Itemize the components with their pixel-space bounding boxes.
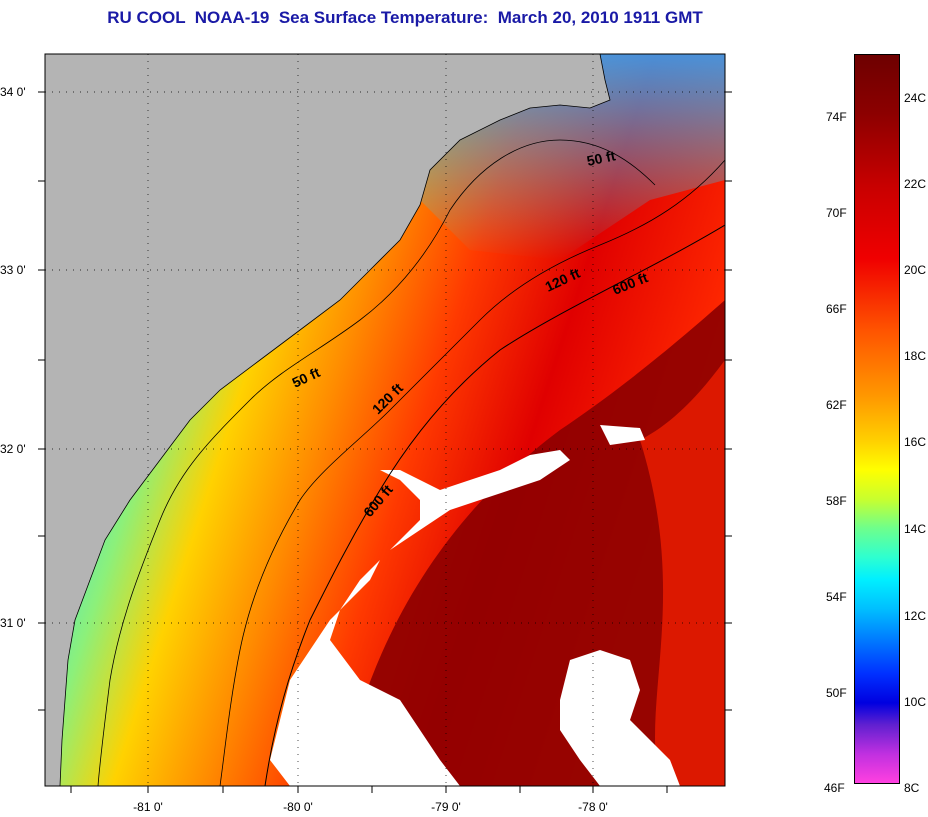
gulf-stream-east bbox=[640, 360, 725, 786]
cloud-patch-east bbox=[560, 650, 680, 786]
frame-ticks bbox=[38, 91, 732, 793]
colorbar-c-20: 20C bbox=[904, 263, 927, 277]
land-mass bbox=[45, 54, 611, 786]
isobath-600ft bbox=[264, 224, 725, 786]
cloud-patch-south bbox=[270, 450, 570, 786]
lon-label-78: -78 0' bbox=[578, 800, 608, 814]
colorbar-c-12: 12C bbox=[904, 609, 927, 623]
lat-label-33: 33 0' bbox=[0, 263, 26, 277]
isobath-50ft bbox=[97, 139, 656, 786]
colorbar-c-24: 24C bbox=[904, 91, 927, 105]
colorbar-f-46: 46F bbox=[824, 781, 845, 795]
colorbar-c-14: 14C bbox=[904, 522, 927, 536]
map-frame bbox=[44, 53, 726, 787]
colorbar-f-62: 62F bbox=[826, 398, 847, 412]
colorbar-c-10: 10C bbox=[904, 695, 927, 709]
colorbar-f-66: 66F bbox=[826, 302, 847, 316]
temperature-colorbar bbox=[854, 54, 900, 784]
lat-label-32: 32 0' bbox=[0, 442, 26, 456]
colorbar-f-70: 70F bbox=[826, 206, 847, 220]
colorbar-c-8: 8C bbox=[904, 781, 920, 795]
colorbar-f-58: 58F bbox=[826, 494, 847, 508]
cloud-patch-north bbox=[600, 425, 645, 445]
colorbar-f-74: 74F bbox=[826, 110, 847, 124]
colorbar-f-54: 54F bbox=[826, 590, 847, 604]
lon-label-80: -80 0' bbox=[283, 800, 313, 814]
lon-label-81: -81 0' bbox=[133, 800, 163, 814]
isobath-label-50ft-north: 50 ft bbox=[585, 147, 617, 169]
colorbar-c-18: 18C bbox=[904, 349, 927, 363]
lon-label-79: -79 0' bbox=[431, 800, 461, 814]
lat-label-34: 34 0' bbox=[0, 85, 26, 99]
colorbar-c-22: 22C bbox=[904, 177, 927, 191]
isobath-120ft bbox=[219, 159, 725, 786]
lat-label-31: 31 0' bbox=[0, 616, 26, 630]
colorbar-f-50: 50F bbox=[826, 686, 847, 700]
graticule bbox=[45, 54, 725, 786]
map-title: RU COOL NOAA-19 Sea Surface Temperature:… bbox=[107, 8, 703, 27]
colorbar-c-16: 16C bbox=[904, 435, 927, 449]
